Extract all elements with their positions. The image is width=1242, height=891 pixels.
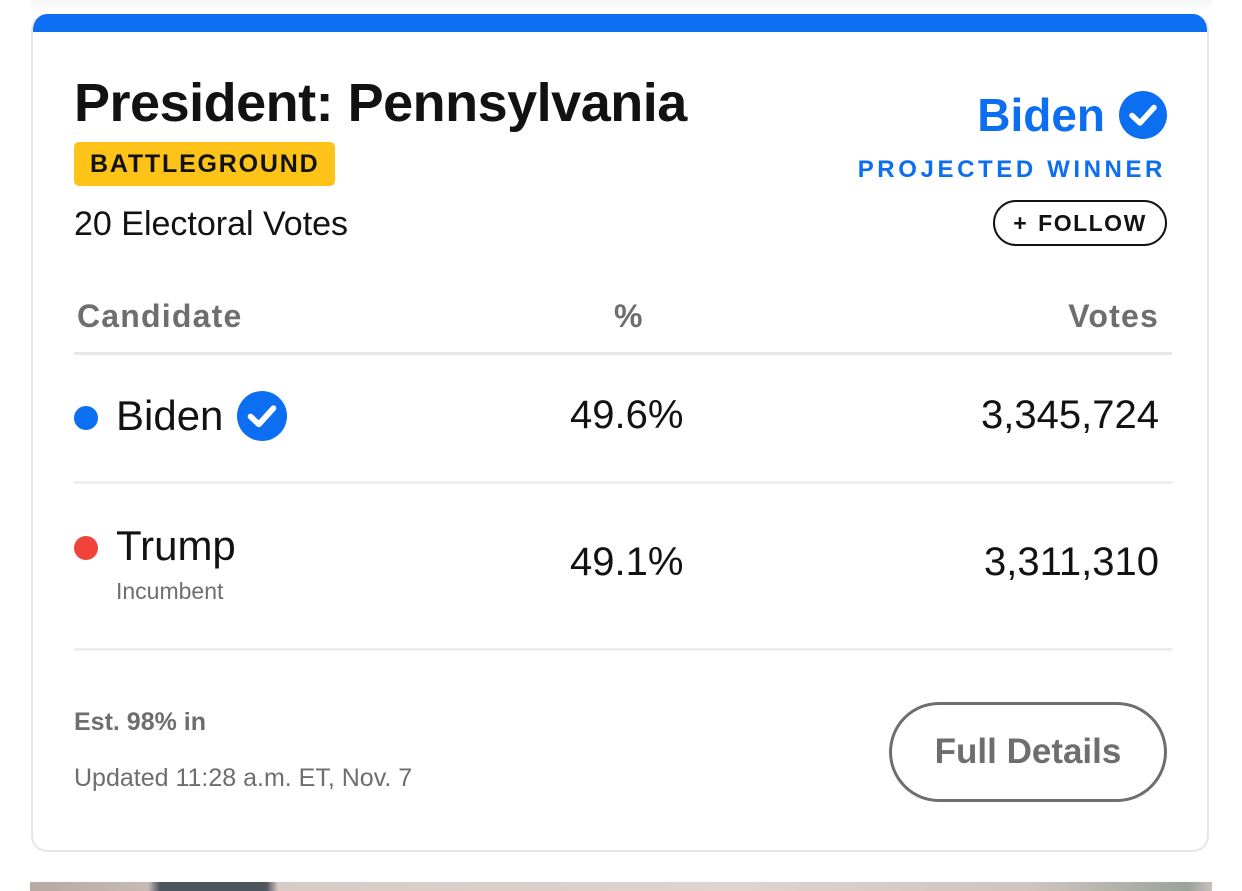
table-header: Candidate % Votes	[74, 296, 1172, 355]
party-dot	[74, 406, 98, 430]
previous-card-shadow	[30, 0, 1212, 12]
candidate-name-label: Biden	[116, 392, 224, 439]
table-row: Trump Incumbent 49.1% 3,311,310	[74, 484, 1172, 651]
candidate-name: Biden	[116, 391, 288, 441]
incumbent-label: Incumbent	[116, 578, 224, 604]
header-votes: Votes	[1068, 298, 1159, 334]
winner-name-label: Biden	[977, 89, 1105, 141]
candidate-name: Trump	[116, 522, 236, 570]
battleground-badge: BATTLEGROUND	[74, 142, 336, 186]
candidate-percent: 49.6%	[570, 393, 684, 437]
candidate-percent: 49.1%	[570, 540, 684, 584]
candidate-votes: 3,345,724	[981, 393, 1159, 437]
projected-winner-label: PROJECTED WINNER	[857, 156, 1166, 183]
projected-winner-name: Biden	[977, 88, 1167, 142]
percent-reporting: Est. 98% in	[74, 708, 206, 736]
electoral-votes: 20 Electoral Votes	[74, 205, 349, 243]
results-table: Candidate % Votes Biden 49.6% 3,345,72	[74, 296, 1172, 651]
plus-icon: +	[1013, 209, 1029, 236]
full-details-button[interactable]: Full Details	[889, 702, 1167, 802]
follow-label: FOLLOW	[1038, 209, 1147, 236]
next-content-image	[30, 882, 1212, 891]
follow-button[interactable]: + FOLLOW	[993, 200, 1167, 246]
race-title: President: Pennsylvania	[74, 73, 687, 133]
card-accent-bar	[33, 14, 1207, 32]
check-circle-icon	[1119, 91, 1167, 139]
race-card: President: Pennsylvania BATTLEGROUND 20 …	[31, 14, 1209, 852]
party-dot	[74, 536, 98, 560]
header-percent: %	[614, 298, 644, 334]
candidate-votes: 3,311,310	[984, 540, 1159, 584]
table-row: Biden 49.6% 3,345,724	[74, 355, 1172, 484]
candidate-name-label: Trump	[116, 522, 236, 569]
updated-timestamp: Updated 11:28 a.m. ET, Nov. 7	[74, 764, 413, 792]
header-candidate: Candidate	[77, 298, 243, 334]
check-circle-icon	[237, 391, 288, 441]
